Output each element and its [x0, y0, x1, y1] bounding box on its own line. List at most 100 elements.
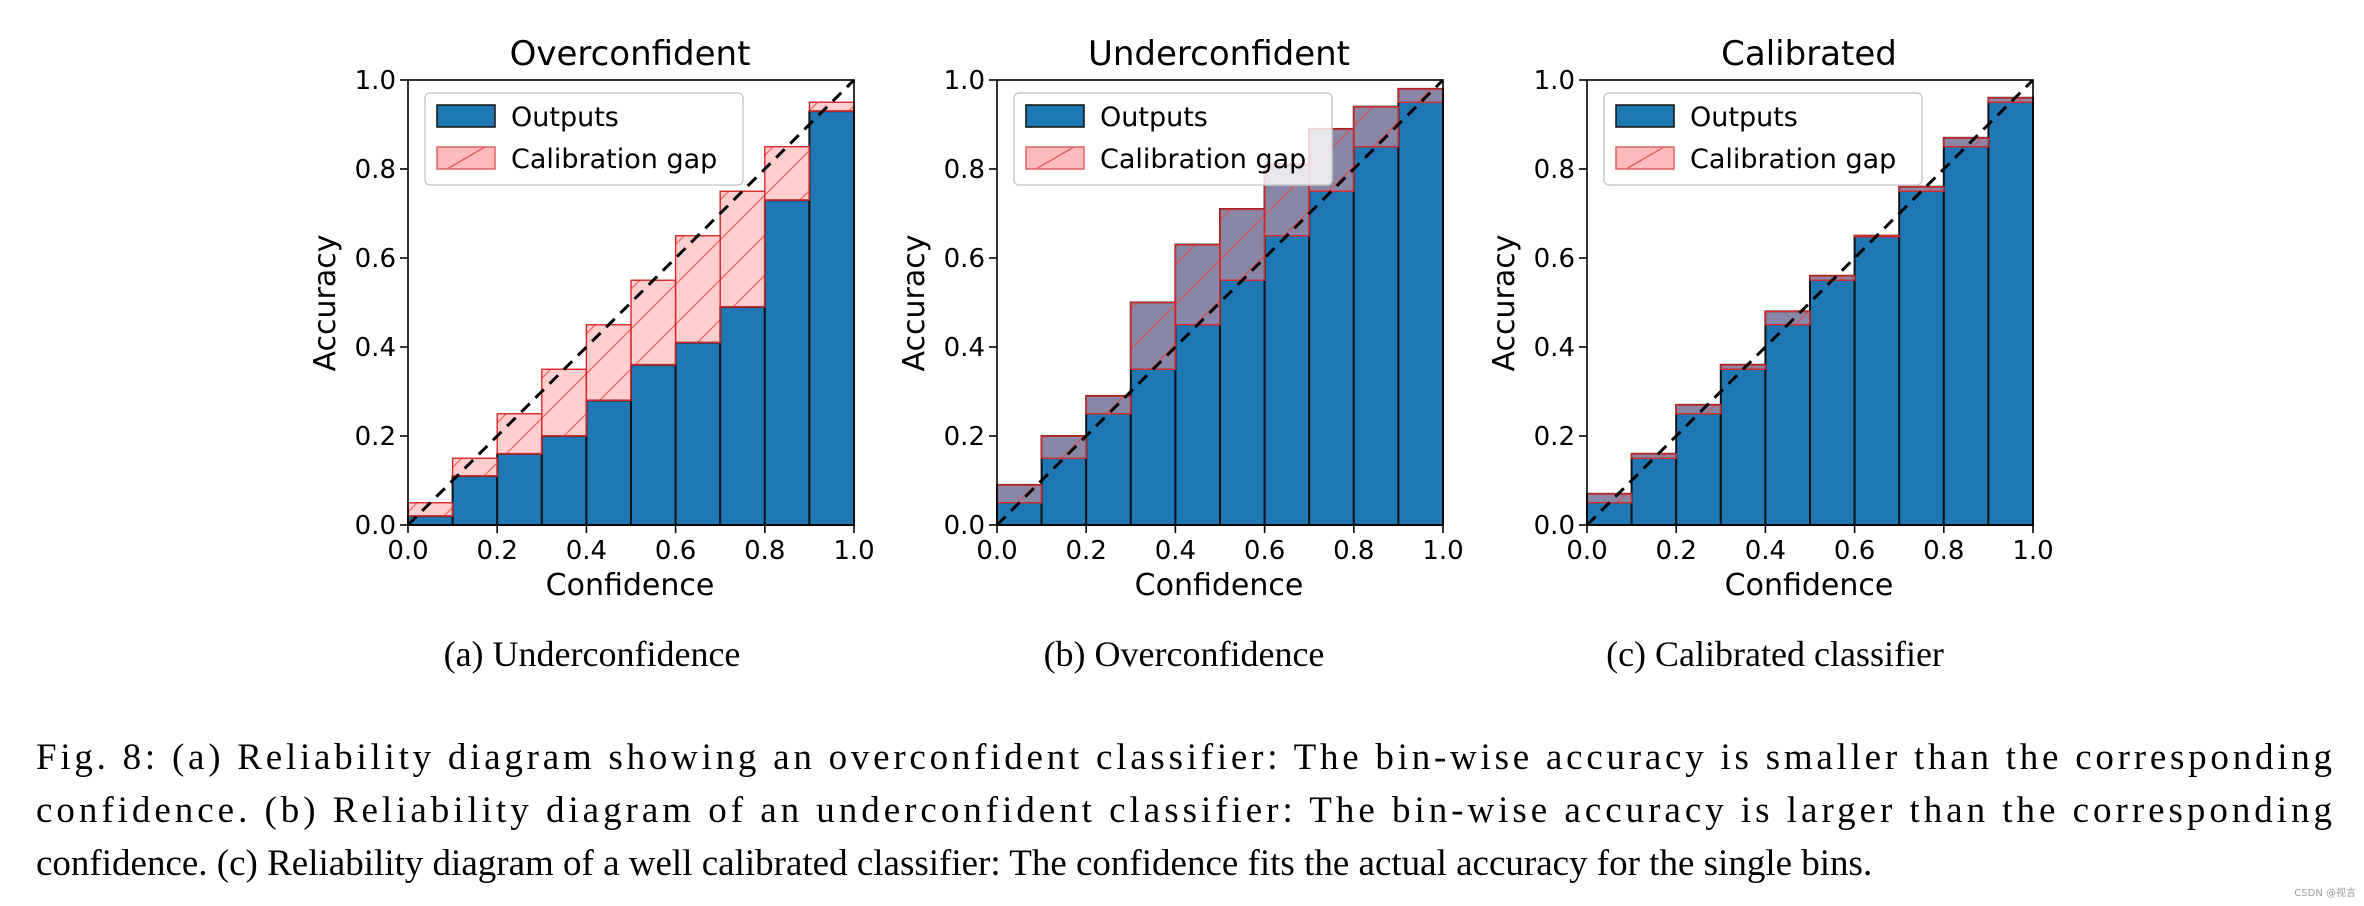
outputs-bar: [585, 399, 633, 526]
x-tick-label: 0.8: [1923, 536, 1964, 566]
legend-box: [1013, 92, 1333, 186]
calibration-gap-bar: [1174, 243, 1221, 326]
calibration-gap-bar: [1085, 395, 1132, 415]
outputs-bar: [1085, 394, 1132, 527]
y-axis-label: Accuracy: [308, 235, 343, 372]
x-tick-label: 0.6: [655, 536, 696, 566]
y-axis-label: Accuracy: [1487, 235, 1522, 372]
y-tick-label: 0.0: [944, 511, 985, 541]
y-tick-label: 0.4: [944, 333, 985, 363]
outputs-bar: [540, 435, 588, 526]
y-tick-label: 0.2: [355, 422, 396, 452]
x-axis-label: Confidence: [1135, 568, 1304, 603]
calibration-gap-bar: [1675, 404, 1722, 415]
y-tick-label: 1.0: [1534, 66, 1575, 96]
outputs-bar: [808, 110, 856, 527]
axes-frame: [407, 79, 855, 526]
calibration-gap-bar: [1130, 301, 1177, 370]
outputs-bar: [674, 341, 722, 526]
y-tick-label: 0.0: [1534, 511, 1575, 541]
legend-swatch-outputs: [1615, 104, 1675, 128]
panel-calibrated: Calibrated 0.0 0.2 0.4 0.6 0.8 1.0 0.0 0.2 0.4 0.…: [1487, 34, 2054, 674]
legend-swatch-hatch: [1625, 146, 1665, 170]
y-tick-label: 0.4: [1534, 333, 1575, 363]
x-tick-label: 0.8: [744, 536, 785, 566]
x-tick-label: 0.0: [976, 536, 1017, 566]
legend-label-calibration-gap: Calibration gap: [1100, 144, 1306, 175]
calibration-gap-bar: [719, 190, 766, 308]
legend-swatch-hatch: [1035, 146, 1075, 170]
calibration-gap-bar: [1040, 435, 1087, 459]
outputs-bar: [1675, 403, 1722, 527]
x-tick-label: 1.0: [1422, 536, 1463, 566]
outputs-bar: [1719, 363, 1767, 526]
chart-title: Calibrated: [1721, 34, 1897, 74]
legend-label-outputs: Outputs: [511, 102, 619, 133]
x-tick-label: 0.0: [387, 536, 428, 566]
y-tick-label: 0.2: [944, 422, 985, 452]
calibration-gap-bar: [764, 146, 811, 201]
panel-overconfident: Overconfident 0.0 0.2 0.4 0.6 0.8 1.00.00.20.…: [308, 34, 875, 674]
x-axis-label: Confidence: [1725, 568, 1894, 603]
y-tick-label: 0.4: [355, 333, 396, 363]
x-tick-label: 0.2: [1656, 536, 1697, 566]
chart-title: Overconfident: [510, 34, 751, 74]
plot-area: 0.0 0.2 0.4 0.6 0.8 1.0 0.0 0.2 0.4 0.6 0.8 1.0 Outp…: [1534, 66, 2054, 566]
x-axis-label: Confidence: [546, 568, 715, 603]
x-tick-label: 0.6: [1244, 536, 1285, 566]
calibration-gap-bar: [1219, 208, 1266, 281]
reference-diagonal: [995, 78, 1445, 527]
legend-label-outputs: Outputs: [1690, 102, 1798, 133]
watermark: CSDN @视言: [2294, 886, 2356, 899]
calibration-gap-bar: [1353, 105, 1400, 148]
y-tick-label: 0.8: [355, 155, 396, 185]
x-tick-label: 0.0: [1566, 536, 1607, 566]
y-tick-label: 0.8: [1534, 155, 1575, 185]
x-tick-label: 0.4: [1745, 536, 1786, 566]
subcaption: (b) Overconfidence: [1044, 634, 1325, 674]
calibration-gap-bar: [1898, 186, 1945, 192]
x-tick-label: 0.4: [1155, 536, 1196, 566]
caption-line: confidence. (c) Reliability diagram of a…: [36, 843, 1872, 884]
subcaption: (a) Underconfidence: [444, 634, 741, 674]
outputs-bar: [1397, 87, 1445, 527]
x-tick-label: 0.2: [1066, 536, 1107, 566]
outputs-bar: [1809, 274, 1856, 526]
panel-underconfident: Underconfident 0.0 0.2 0.4 0.6 0.8 1.0 0.0 0.2 0…: [897, 34, 1464, 674]
x-tick-label: 1.0: [833, 536, 874, 566]
calibration-gap-bar: [1586, 493, 1633, 504]
calibration-gap-bar: [1987, 97, 2034, 103]
y-tick-label: 0.2: [1534, 422, 1575, 452]
y-tick-label: 0.6: [1534, 244, 1575, 274]
plot-area: 0.0 0.2 0.4 0.6 0.8 1.0 0.0 0.2 0.4 0.6 0.8 1.0 Outp…: [944, 66, 1464, 566]
outputs-bar: [1987, 96, 2035, 527]
plot-area: 0.0 0.2 0.4 0.6 0.8 1.0 0.0 0.2 0.4 0.6 0.8 1.0 Outp…: [355, 66, 875, 566]
legend-label-outputs: Outputs: [1100, 102, 1208, 133]
axes-frame: [1586, 79, 2034, 526]
y-tick-label: 0.8: [944, 155, 985, 185]
outputs-bar: [763, 199, 811, 526]
figure-caption: Fig. 8: (a) Reliability diagram showing …: [36, 737, 2332, 884]
legend-swatch-hatch: [446, 146, 486, 170]
y-tick-label: 0.6: [944, 244, 985, 274]
outputs-bar: [1853, 234, 1901, 526]
calibration-gap-bar: [808, 101, 855, 112]
legend-swatch-outputs: [1025, 104, 1085, 128]
calibration-gap-bar: [541, 368, 588, 437]
subcaption: (c) Calibrated classifier: [1606, 634, 1944, 674]
caption-line: Fig. 8: (a) Reliability diagram showing …: [36, 737, 2332, 778]
x-tick-label: 0.2: [477, 536, 518, 566]
axes-frame: [996, 79, 1444, 526]
chart-title: Underconfident: [1088, 34, 1350, 74]
outputs-bar: [719, 305, 766, 527]
y-tick-label: 1.0: [355, 66, 396, 96]
reference-diagonal: [1585, 78, 2035, 527]
outputs-bar: [1942, 136, 1990, 526]
reference-diagonal: [406, 78, 856, 527]
legend-label-calibration-gap: Calibration gap: [1690, 144, 1896, 175]
x-tick-label: 0.8: [1333, 536, 1374, 566]
calibration-gap-bar: [451, 457, 498, 477]
calibration-gap-bar: [585, 324, 632, 402]
calibration-gap-bar: [630, 279, 677, 366]
